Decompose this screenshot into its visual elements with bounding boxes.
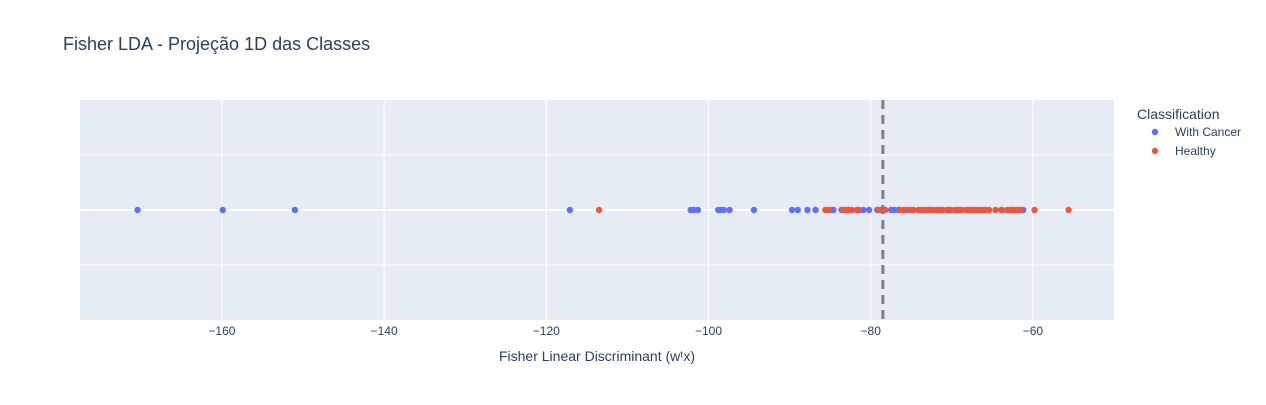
data-point[interactable] (865, 206, 873, 214)
x-tick-label: −100 (695, 324, 722, 338)
data-point[interactable] (566, 206, 574, 214)
x-tick-label: −60 (1023, 324, 1044, 338)
data-point[interactable] (882, 206, 889, 214)
legend-marker[interactable] (1151, 128, 1159, 136)
legend-label[interactable]: With Cancer (1175, 125, 1241, 139)
data-point[interactable] (998, 206, 1005, 214)
legend[interactable]: Classification With Cancer Healthy (1137, 106, 1241, 158)
data-point[interactable] (750, 206, 758, 214)
legend-items[interactable]: With Cancer Healthy (1151, 125, 1241, 158)
x-tick-label: −80 (861, 324, 882, 338)
data-point[interactable] (595, 206, 603, 214)
data-point[interactable] (219, 206, 226, 214)
data-point[interactable] (726, 206, 733, 214)
legend-label[interactable]: Healthy (1175, 144, 1216, 158)
data-point[interactable] (992, 206, 999, 214)
data-point[interactable] (848, 206, 856, 214)
data-point[interactable] (812, 206, 819, 214)
x-tick-label: −120 (533, 324, 560, 338)
x-tick-label: −140 (371, 324, 398, 338)
data-point[interactable] (134, 206, 141, 214)
data-point[interactable] (1031, 206, 1038, 214)
data-point[interactable] (804, 206, 811, 214)
x-tick-labels: −160 −140 −120 −100 −80 −60 (208, 324, 1043, 338)
data-points (134, 206, 1072, 214)
data-point[interactable] (291, 206, 299, 214)
data-point[interactable] (830, 206, 837, 214)
data-point[interactable] (1016, 206, 1024, 214)
data-point[interactable] (1065, 206, 1072, 214)
legend-marker[interactable] (1151, 147, 1159, 155)
series-1 (595, 206, 1072, 214)
chart-title: Fisher LDA - Projeção 1D das Classes (63, 34, 370, 54)
data-point[interactable] (825, 206, 832, 214)
data-point[interactable] (910, 206, 917, 214)
data-point[interactable] (720, 206, 728, 214)
legend-title: Classification (1137, 106, 1219, 122)
data-point[interactable] (900, 206, 908, 214)
data-point[interactable] (860, 206, 867, 214)
data-point[interactable] (788, 206, 796, 214)
data-point[interactable] (794, 206, 801, 214)
x-axis-label: Fisher Linear Discriminant (wᵗx) (499, 348, 695, 364)
data-point[interactable] (694, 206, 702, 214)
data-point[interactable] (905, 206, 913, 214)
data-point[interactable] (953, 206, 960, 214)
data-point[interactable] (854, 206, 861, 214)
data-point[interactable] (875, 206, 883, 214)
x-tick-label: −160 (208, 324, 235, 338)
data-point[interactable] (985, 206, 993, 214)
